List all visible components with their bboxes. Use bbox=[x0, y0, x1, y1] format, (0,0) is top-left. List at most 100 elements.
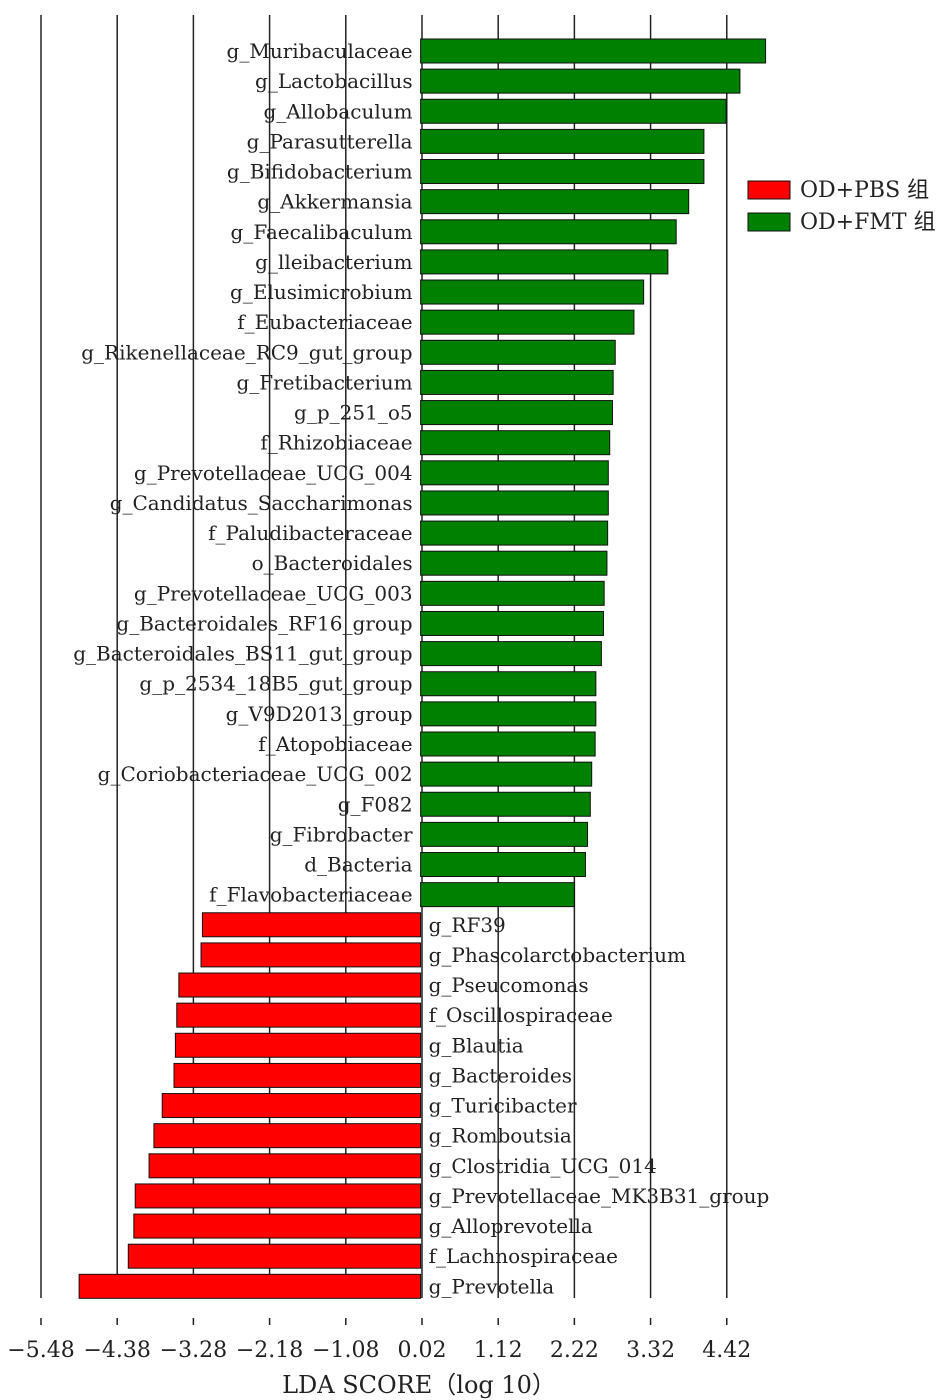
bar bbox=[420, 38, 767, 64]
bar bbox=[201, 912, 422, 938]
bar-label: g_Prevotella bbox=[429, 1274, 555, 1298]
bar bbox=[174, 1032, 422, 1058]
bar-label: g_Candidatus_Saccharimonas bbox=[110, 491, 413, 515]
bar-label: o_Bacteroidales bbox=[252, 551, 413, 575]
bar-label: g_Fibrobacter bbox=[270, 822, 413, 846]
bar bbox=[178, 972, 422, 998]
bar-labels-group: g_Muribaculaceae g_Lactobacillus g_Allobac… bbox=[73, 39, 769, 1298]
x-tick-label: 0.02 bbox=[397, 1338, 446, 1363]
bar bbox=[420, 852, 586, 878]
x-tick-label: −5.48 bbox=[7, 1338, 74, 1363]
x-tick-label: −4.38 bbox=[83, 1338, 150, 1363]
bar-label: g_Prevotellaceae_UCG_003 bbox=[134, 581, 413, 605]
bar-label: g_Bacteroidales_RF16_group bbox=[116, 611, 412, 635]
bar-label: f_Lachnospiraceae bbox=[429, 1244, 618, 1268]
bar bbox=[420, 610, 604, 636]
x-tick-label: 2.22 bbox=[550, 1338, 599, 1363]
bar-label: f_Oscillospiraceae bbox=[429, 1003, 613, 1027]
bar bbox=[420, 309, 635, 335]
bar-label: g_Alloprevotella bbox=[429, 1214, 593, 1238]
x-axis-title: LDA SCORE（log 10） bbox=[282, 1371, 556, 1399]
bar-label: g_F082 bbox=[338, 792, 413, 816]
bar-label: g_Pseucomonas bbox=[429, 973, 589, 997]
bar bbox=[420, 882, 575, 908]
bar bbox=[153, 1123, 422, 1149]
bar-label: g_Bacteroides bbox=[429, 1063, 572, 1087]
bar bbox=[420, 400, 613, 426]
x-tick-label: −3.28 bbox=[160, 1338, 227, 1363]
bar-label: g_Elusimicrobium bbox=[230, 280, 413, 304]
x-tick-label: −1.08 bbox=[312, 1338, 379, 1363]
legend-label: OD+PBS 组 bbox=[800, 178, 929, 203]
bar-label: g_Parasutterella bbox=[247, 129, 413, 153]
bars-group bbox=[78, 38, 767, 1299]
bar-label: f_Paludibacteraceae bbox=[208, 521, 412, 545]
bar-label: g_Blautia bbox=[429, 1033, 524, 1057]
bar bbox=[420, 580, 605, 606]
bar-label: g_Bacteroidales_BS11_gut_group bbox=[73, 642, 412, 666]
x-tick-label: 4.42 bbox=[702, 1338, 751, 1363]
bar-label: g_Clostridia_UCG_014 bbox=[429, 1154, 657, 1178]
bar bbox=[420, 128, 705, 154]
bar-label: g_Fretibacterium bbox=[236, 370, 412, 394]
bar-label: g_RF39 bbox=[429, 913, 506, 937]
bar bbox=[420, 339, 616, 365]
legend-swatch bbox=[747, 212, 791, 232]
bar bbox=[78, 1273, 422, 1299]
legend-label: OD+FMT 组 bbox=[800, 210, 936, 235]
bar-label: f_Rhizobiaceae bbox=[260, 431, 412, 455]
bar bbox=[420, 369, 614, 395]
bar-label: g_lleibacterium bbox=[255, 250, 412, 274]
legend: OD+PBS 组 OD+FMT 组 bbox=[747, 178, 936, 235]
bar bbox=[133, 1213, 422, 1239]
bar bbox=[127, 1243, 422, 1269]
bar bbox=[134, 1183, 422, 1209]
bar-label: g_Turicibacter bbox=[429, 1094, 577, 1118]
bar bbox=[420, 159, 705, 185]
bar bbox=[420, 671, 597, 697]
bar bbox=[420, 98, 727, 124]
bar bbox=[420, 490, 609, 516]
bar-label: g_Muribaculaceae bbox=[227, 39, 413, 63]
bar bbox=[420, 68, 741, 94]
bar-label: g_V9D2013_group bbox=[226, 702, 413, 726]
bar bbox=[176, 1002, 422, 1028]
bar-label: g_Faecalibaculum bbox=[231, 220, 413, 244]
bar-label: d_Bacteria bbox=[304, 853, 412, 877]
bar-label: g_Rikenellaceae_RC9_gut_group bbox=[81, 340, 412, 364]
bar-label: g_Phascolarctobacterium bbox=[429, 943, 686, 967]
bar bbox=[420, 701, 597, 727]
bar-label: g_p_251_o5 bbox=[294, 401, 413, 425]
bar-label: g_Bifidobacterium bbox=[227, 160, 413, 184]
bar bbox=[420, 641, 602, 667]
bar bbox=[420, 520, 609, 546]
bar bbox=[420, 430, 611, 456]
bar bbox=[420, 550, 608, 576]
bar-label: f_Atopobiaceae bbox=[258, 732, 412, 756]
bar-label: g_Romboutsia bbox=[429, 1124, 572, 1148]
bar bbox=[420, 821, 589, 847]
bar-label: g_Akkermansia bbox=[257, 190, 412, 214]
x-axis: −5.48 −4.38 −3.28 −2.18 −1.08 0.02 1.12 2.22 3.3… bbox=[7, 1318, 751, 1363]
bar-label: g_Prevotellaceae_UCG_004 bbox=[134, 461, 413, 485]
x-tick-label: 1.12 bbox=[474, 1338, 523, 1363]
bar bbox=[420, 761, 593, 787]
bar-label: f_Eubacteriaceae bbox=[237, 310, 412, 334]
bar bbox=[420, 219, 677, 245]
bar bbox=[420, 791, 591, 817]
bar-label: g_Prevotellaceae_MK3B31_group bbox=[429, 1184, 770, 1208]
bar-label: g_p_2534_18B5_gut_group bbox=[139, 672, 412, 696]
bar-label: f_Flavobacteriaceae bbox=[209, 883, 412, 907]
bar bbox=[173, 1062, 422, 1088]
bar bbox=[161, 1093, 422, 1119]
bar-label: g_Coriobacteriaceae_UCG_002 bbox=[98, 762, 413, 786]
x-tick-label: −2.18 bbox=[236, 1338, 303, 1363]
bar bbox=[148, 1153, 422, 1179]
x-tick-label: 3.32 bbox=[626, 1338, 675, 1363]
legend-swatch bbox=[747, 180, 791, 200]
bar-label: g_Lactobacillus bbox=[255, 69, 413, 93]
bar bbox=[420, 460, 609, 486]
bar bbox=[420, 249, 669, 275]
bar-label: g_Allobaculum bbox=[263, 99, 412, 123]
